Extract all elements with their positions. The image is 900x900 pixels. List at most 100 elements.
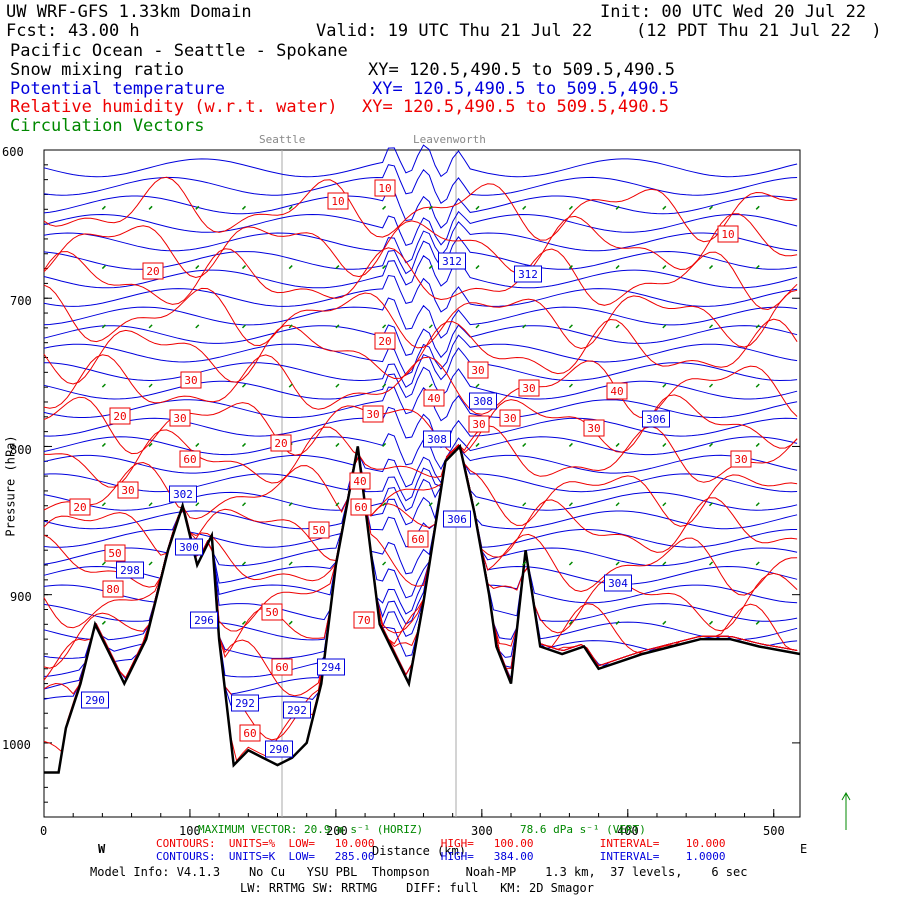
circulation-vector: [148, 383, 153, 388]
rh-contour-label: 80: [106, 583, 119, 596]
theta-contour-label-box: [469, 392, 497, 410]
circulation-vector: [708, 205, 714, 210]
rh-contour-label: 30: [121, 484, 134, 497]
theta-contour-label: 292: [287, 704, 307, 717]
circulation-vector: [708, 265, 714, 270]
rh-contour-label-box: [270, 434, 292, 452]
rh-contour-label: 40: [610, 385, 623, 398]
circulation-vector: [288, 265, 293, 270]
circulation-vector: [241, 324, 247, 329]
theta-contour-line: [43, 274, 798, 313]
circulation-vector: [568, 324, 573, 329]
circulation-vector: [148, 205, 153, 210]
theta-contour-line: [43, 433, 798, 471]
theta-contour-line: [43, 188, 798, 229]
rh-contour-label-box: [518, 379, 540, 397]
theta-contour-label: 306: [447, 513, 467, 526]
y-axis-title: Pressure (hPa): [3, 435, 18, 537]
rh-contour-label-box: [142, 262, 164, 280]
theta-contour-label: 290: [85, 694, 105, 707]
circulation-vector: [568, 205, 573, 210]
circulation-vector: [241, 205, 247, 210]
circulation-vector: [382, 324, 387, 329]
field-xy-snow: XY= 120.5,490.5 to 509.5,490.5: [368, 60, 676, 80]
rh-contour-info: CONTOURS: UNITS=% LOW= 10.000 HIGH= 100.…: [156, 837, 726, 850]
reference-vector-head: [841, 791, 851, 801]
circulation-vector: [148, 324, 153, 329]
circulation-vector: [475, 324, 480, 329]
theta-contour-info: CONTOURS: UNITS=K LOW= 285.00 HIGH= 384.…: [156, 850, 726, 863]
rh-contour-label-box: [407, 530, 429, 548]
circulation-vector: [568, 265, 573, 270]
circulation-vector: [755, 324, 760, 329]
theta-contour-label: 292: [235, 697, 255, 710]
circulation-vector: [522, 502, 527, 507]
circulation-vector: [428, 502, 433, 507]
cross-section-region: Pacific Ocean - Seattle - Spokane: [10, 41, 348, 61]
rh-contour-label: 50: [265, 606, 278, 619]
circulation-vector: [662, 620, 667, 625]
theta-contour-label: 312: [442, 255, 462, 268]
theta-contour-label: 290: [269, 743, 289, 756]
circulation-vector: [288, 383, 293, 388]
rh-contour-line: [44, 425, 798, 488]
circulation-vector: [662, 265, 667, 270]
circulation-vector: [195, 205, 200, 210]
circulation-vector: [148, 442, 153, 447]
theta-contour-line: [43, 164, 798, 204]
rh-contour-label: 60: [275, 661, 288, 674]
theta-contour-line: [43, 444, 798, 488]
circulation-vector: [241, 561, 247, 566]
circulation-vector: [662, 383, 667, 388]
rh-contour-label-box: [730, 450, 752, 468]
rh-contour-label-box: [179, 450, 201, 468]
theta-contour-label-box: [604, 574, 632, 592]
theta-contour-label: 302: [173, 488, 193, 501]
theta-contour-label: 300: [179, 541, 199, 554]
theta-contour-label-box: [190, 611, 218, 629]
x-tick-label: 500: [763, 824, 785, 838]
circulation-vector: [335, 442, 340, 447]
y-tick-label: 600: [2, 145, 24, 159]
circulation-vector: [475, 205, 480, 210]
rh-contour-label-box: [606, 382, 628, 400]
rh-contour-label-box: [467, 361, 489, 379]
circulation-vector: [568, 502, 573, 507]
rh-contour-label: 20: [378, 335, 391, 348]
theta-contour-label-box: [116, 561, 144, 579]
circulation-vector: [101, 620, 106, 625]
y-tick-label: 700: [10, 294, 32, 308]
rh-contour-line: [43, 176, 798, 243]
rh-contour-label: 10: [378, 182, 391, 195]
circulation-vector: [335, 265, 340, 270]
theta-contour-label-box: [169, 485, 197, 503]
theta-contour-label: 296: [194, 614, 214, 627]
place-label-leavenworth: Leavenworth: [413, 133, 486, 146]
theta-contour-line: [43, 366, 798, 400]
circulation-vector: [428, 205, 433, 210]
rh-contour-label-box: [102, 580, 124, 598]
circulation-vector: [101, 442, 106, 447]
theta-contour-label-box: [317, 658, 345, 676]
rh-contour-label: 20: [73, 501, 86, 514]
circulation-vector: [195, 442, 200, 447]
circulation-vector: [428, 324, 433, 329]
y-tick-label: 800: [10, 443, 32, 457]
theta-contour-label-box: [443, 510, 471, 528]
circulation-vector: [288, 620, 293, 625]
rh-contour-label: 20: [146, 265, 159, 278]
theta-contour-line: [43, 444, 798, 599]
theta-contour-line: [43, 144, 798, 178]
theta-contour-line: [43, 444, 798, 659]
rh-contour-label: 50: [312, 524, 325, 537]
rh-contour-label: 60: [243, 727, 256, 740]
circulation-vector: [615, 561, 620, 566]
circulation-vector: [755, 205, 760, 210]
theta-contour-label: 312: [518, 268, 538, 281]
rh-contour-label: 30: [472, 418, 485, 431]
rh-contour-label-box: [327, 192, 349, 210]
rh-contour-line: [43, 444, 798, 697]
rh-contour-line: [43, 444, 798, 669]
rh-contour-label-box: [271, 658, 293, 676]
